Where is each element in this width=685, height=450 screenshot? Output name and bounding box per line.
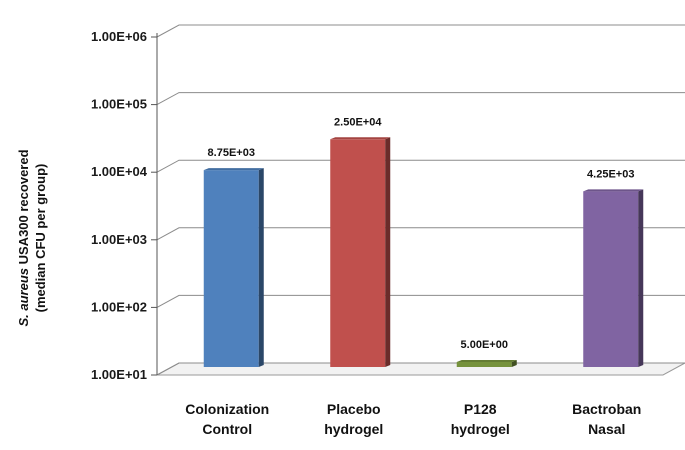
bar bbox=[456, 362, 512, 367]
category-label: Bactroban bbox=[572, 401, 641, 417]
y-tick-label: 1.00E+01 bbox=[91, 367, 147, 382]
bar bbox=[330, 139, 386, 367]
category-label: Colonization bbox=[185, 401, 269, 417]
y-tick-label: 1.00E+04 bbox=[91, 164, 148, 179]
bar-side bbox=[258, 168, 264, 367]
gridline bbox=[156, 227, 685, 241]
y-tick-label: 1.00E+05 bbox=[91, 97, 147, 112]
bar-top bbox=[203, 168, 264, 171]
bar bbox=[583, 191, 639, 367]
category-label: Placebo bbox=[327, 401, 381, 417]
bar-top bbox=[456, 360, 517, 362]
bar-top bbox=[330, 137, 391, 140]
y-tick-label: 1.00E+02 bbox=[91, 299, 147, 314]
gridline bbox=[156, 24, 685, 38]
data-label: 8.75E+03 bbox=[208, 147, 255, 159]
category-label: P128 bbox=[464, 401, 497, 417]
category-label: Nasal bbox=[588, 421, 625, 437]
data-label: 5.00E+00 bbox=[461, 339, 508, 351]
y-tick-label: 1.00E+06 bbox=[91, 29, 147, 44]
gridline bbox=[156, 159, 685, 173]
gridline bbox=[156, 92, 685, 106]
labels: 8.75E+03 Colonization Control 2.50E+04 Place… bbox=[185, 116, 641, 437]
gridline bbox=[156, 294, 685, 308]
bar-top bbox=[583, 189, 644, 192]
data-label: 2.50E+04 bbox=[334, 116, 382, 128]
y-tick-label: 1.00E+03 bbox=[91, 232, 147, 247]
y-axis: 1.00E+01 1.00E+02 1.00E+03 1.00E+04 1.00E+05… bbox=[91, 29, 158, 382]
category-label: hydrogel bbox=[324, 421, 383, 437]
data-label: 4.25E+03 bbox=[587, 168, 634, 180]
bar-side bbox=[511, 360, 517, 367]
gridlines bbox=[156, 24, 685, 376]
bar-side bbox=[638, 189, 644, 367]
y-axis-title-italic: S. aureus bbox=[16, 268, 31, 327]
category-label: Control bbox=[202, 421, 252, 437]
bar bbox=[203, 170, 259, 367]
y-axis-title: S. aureus USA300 recovered bbox=[16, 149, 31, 326]
bar-side bbox=[385, 137, 391, 367]
y-axis-subtitle: (median CFU per group) bbox=[33, 164, 48, 313]
bars bbox=[203, 137, 644, 367]
y-axis-title-rest: USA300 recovered bbox=[16, 149, 31, 268]
category-label: hydrogel bbox=[451, 421, 510, 437]
